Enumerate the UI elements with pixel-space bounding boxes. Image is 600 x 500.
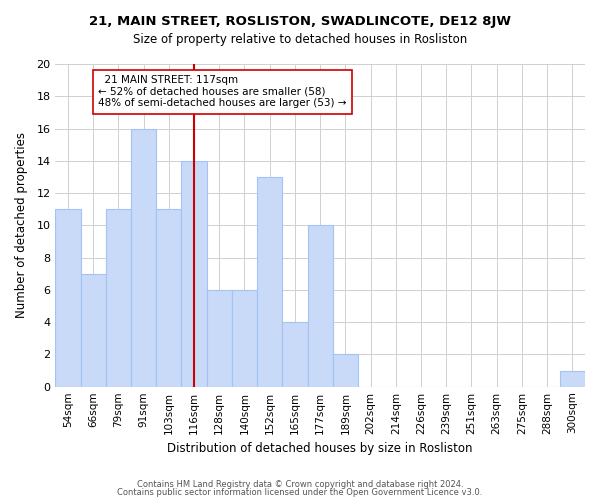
Text: 21 MAIN STREET: 117sqm  
← 52% of detached houses are smaller (58)
48% of semi-d: 21 MAIN STREET: 117sqm ← 52% of detached… bbox=[98, 76, 347, 108]
Bar bbox=[333, 354, 358, 386]
X-axis label: Distribution of detached houses by size in Rosliston: Distribution of detached houses by size … bbox=[167, 442, 473, 455]
Text: Size of property relative to detached houses in Rosliston: Size of property relative to detached ho… bbox=[133, 32, 467, 46]
Text: 21, MAIN STREET, ROSLISTON, SWADLINCOTE, DE12 8JW: 21, MAIN STREET, ROSLISTON, SWADLINCOTE,… bbox=[89, 15, 511, 28]
Bar bbox=[181, 161, 206, 386]
Bar bbox=[283, 322, 308, 386]
Bar bbox=[206, 290, 232, 386]
Text: Contains HM Land Registry data © Crown copyright and database right 2024.: Contains HM Land Registry data © Crown c… bbox=[137, 480, 463, 489]
Bar bbox=[106, 209, 131, 386]
Bar bbox=[55, 209, 80, 386]
Bar bbox=[156, 209, 181, 386]
Bar bbox=[232, 290, 257, 386]
Bar bbox=[308, 226, 333, 386]
Text: Contains public sector information licensed under the Open Government Licence v3: Contains public sector information licen… bbox=[118, 488, 482, 497]
Bar bbox=[257, 177, 283, 386]
Bar bbox=[80, 274, 106, 386]
Bar bbox=[560, 370, 585, 386]
Bar bbox=[131, 128, 156, 386]
Y-axis label: Number of detached properties: Number of detached properties bbox=[15, 132, 28, 318]
